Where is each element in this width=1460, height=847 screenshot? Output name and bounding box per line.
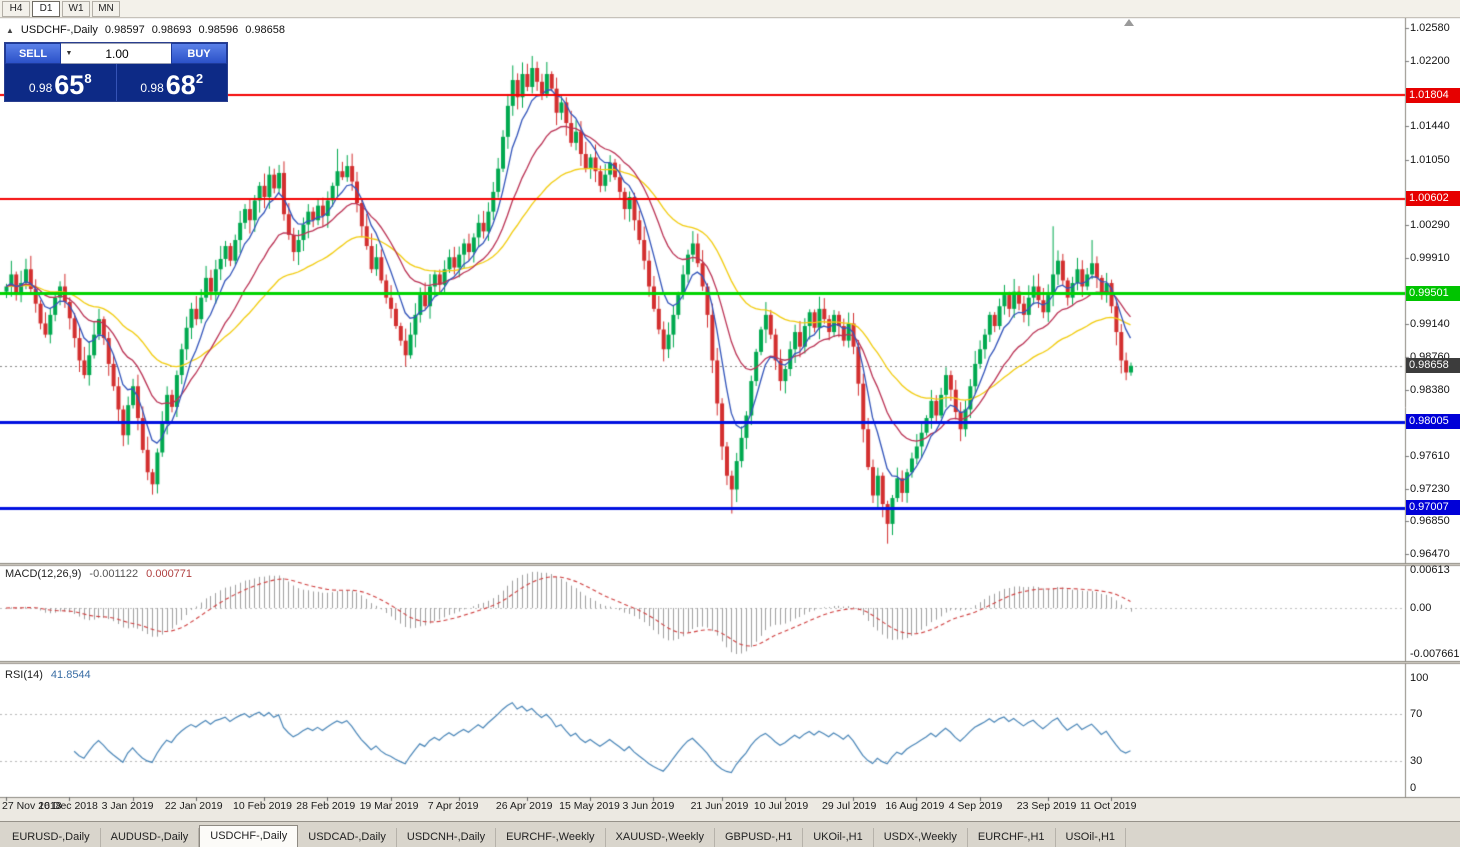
rsi-axis-label: 0 (1410, 782, 1417, 794)
buy-button[interactable]: BUY (171, 43, 227, 64)
buy-price-big: 68 (165, 70, 196, 100)
symbol-title: USDCHF-,Daily (20, 24, 98, 36)
chart-tab-usoil-h1[interactable]: USOil-,H1 (1056, 828, 1127, 847)
date-label: 11 Oct 2019 (1080, 800, 1137, 812)
price-tick-label: 0.99140 (1410, 318, 1450, 331)
price-tick-label: 0.98380 (1410, 383, 1450, 396)
chart-tab-usdchf-daily[interactable]: USDCHF-,Daily (199, 825, 299, 847)
date-label: 22 Jan 2019 (164, 800, 223, 812)
chart-tab-audusd-daily[interactable]: AUDUSD-,Daily (101, 828, 200, 847)
period-button-h4[interactable]: H4 (2, 1, 30, 17)
top-toolbar (0, 0, 1460, 18)
sell-price-small: 0.98 (28, 81, 53, 95)
chart-tab-ukoil-h1[interactable]: UKOil-,H1 (803, 828, 874, 847)
sell-price-big: 65 (54, 70, 85, 100)
one-click-trading-panel: SELL ▼ 1.00 BUY 0.98 65 8 0.98 68 2 (5, 43, 227, 101)
date-label: 10 Jul 2019 (753, 800, 809, 812)
buy-price-button[interactable]: 0.98 68 2 (117, 64, 228, 101)
price-tick-label: 0.97610 (1410, 449, 1450, 462)
macd-axis-label: 0.00613 (1410, 564, 1450, 576)
price-tick-label: 0.97230 (1410, 482, 1450, 495)
date-label: 19 Mar 2019 (359, 800, 419, 812)
macd-axis-label: 0.00 (1410, 602, 1432, 614)
price-tick-label: 1.02200 (1410, 55, 1450, 68)
volume-value[interactable]: 1.00 (105, 46, 129, 61)
chart-tab-gbpusd-h1[interactable]: GBPUSD-,H1 (715, 828, 804, 847)
price-tick-label: 1.00290 (1410, 219, 1450, 232)
chart-tab-eurchf-h1[interactable]: EURCHF-,H1 (968, 828, 1056, 847)
price-badge-support: 0.98005 (1406, 414, 1460, 430)
buy-price-sup: 2 (195, 71, 204, 86)
chart-tab-usdcnh-daily[interactable]: USDCNH-,Daily (397, 828, 497, 847)
period-toolbar: H4 D1 W1 MN (2, 1, 120, 17)
chart-shift-marker-icon[interactable] (1124, 19, 1134, 26)
date-label: 26 Apr 2019 (495, 800, 553, 812)
period-button-w1[interactable]: W1 (62, 1, 90, 17)
sell-price-sup: 8 (84, 71, 92, 86)
price-badge-pivot: 0.99501 (1406, 285, 1460, 301)
price-tick-label: 1.02580 (1410, 22, 1450, 35)
price-badge-resistance: 1.01804 (1406, 87, 1460, 103)
price-badge-support: 0.97007 (1406, 500, 1460, 516)
chart-tab-xauusd-weekly[interactable]: XAUUSD-,Weekly (606, 828, 715, 847)
period-button-mn[interactable]: MN (92, 1, 120, 17)
volume-dropdown-icon[interactable]: ▼ (65, 50, 73, 57)
date-label: 3 Jan 2019 (101, 800, 154, 812)
macd-axis-label: -0.0076612 (1410, 648, 1460, 660)
date-label: 21 Jun 2019 (690, 800, 749, 812)
date-label: 29 Jul 2019 (822, 800, 877, 812)
bar-high: 0.98693 (151, 24, 192, 36)
chart-tab-usdcad-daily[interactable]: USDCAD-,Daily (298, 828, 397, 847)
rsi-indicator-label: RSI(14) 41.8544 (5, 669, 91, 681)
bar-low: 0.98596 (198, 24, 239, 36)
price-tick-label: 0.99910 (1410, 252, 1450, 265)
symbol-header: ▲ USDCHF-,Daily 0.98597 0.98693 0.98596 … (6, 24, 285, 36)
date-label: 4 Sep 2019 (948, 800, 1003, 812)
bar-close: 0.98658 (245, 24, 285, 36)
sell-price-button[interactable]: 0.98 65 8 (5, 64, 117, 101)
bar-open: 0.98597 (104, 24, 145, 36)
macd-main-value: -0.001122 (89, 568, 139, 580)
macd-indicator-label: MACD(12,26,9) -0.001122 0.000771 (5, 568, 192, 580)
price-tick-label: 0.96470 (1410, 547, 1450, 560)
date-label: 7 Apr 2019 (427, 800, 479, 812)
period-button-d1[interactable]: D1 (32, 1, 60, 17)
date-label: 15 May 2019 (559, 800, 620, 812)
price-tick-label: 1.01440 (1410, 120, 1450, 133)
date-label: 16 Aug 2019 (885, 800, 945, 812)
date-label: 23 Sep 2019 (1016, 800, 1077, 812)
collapse-arrow-icon[interactable]: ▲ (6, 25, 14, 35)
rsi-axis-label: 30 (1410, 755, 1423, 768)
chart-tab-eurchf-weekly[interactable]: EURCHF-,Weekly (496, 828, 606, 847)
price-tick-label: 1.01050 (1410, 154, 1450, 167)
date-label: 27 Nov 2018 (2, 800, 62, 812)
price-badge-resistance: 1.00602 (1406, 191, 1460, 207)
buy-price-small: 0.98 (140, 81, 164, 95)
chart-tab-eurusd-daily[interactable]: EURUSD-,Daily (2, 828, 101, 847)
rsi-value: 41.8544 (50, 669, 91, 681)
rsi-name: RSI(14) (5, 669, 43, 681)
rsi-axis-label: 70 (1410, 707, 1423, 720)
macd-name: MACD(12,26,9) (5, 568, 82, 580)
macd-signal-value: 0.000771 (146, 568, 193, 580)
date-label: 10 Feb 2019 (233, 800, 292, 812)
date-label: 28 Feb 2019 (296, 800, 356, 812)
volume-box[interactable]: ▼ 1.00 (61, 43, 171, 64)
rsi-axis-label: 100 (1410, 672, 1429, 684)
date-label: 3 Jun 2019 (622, 800, 675, 812)
date-label: 16 Dec 2018 (38, 800, 98, 812)
price-badge-current-price: 0.98658 (1406, 358, 1460, 374)
sell-button[interactable]: SELL (5, 43, 61, 64)
chart-tab-usdx-weekly[interactable]: USDX-,Weekly (874, 828, 968, 847)
chart-tab-bar: EURUSD-,Daily AUDUSD-,Daily USDCHF-,Daily U… (0, 821, 1460, 847)
price-tick-label: 0.96850 (1410, 515, 1450, 528)
